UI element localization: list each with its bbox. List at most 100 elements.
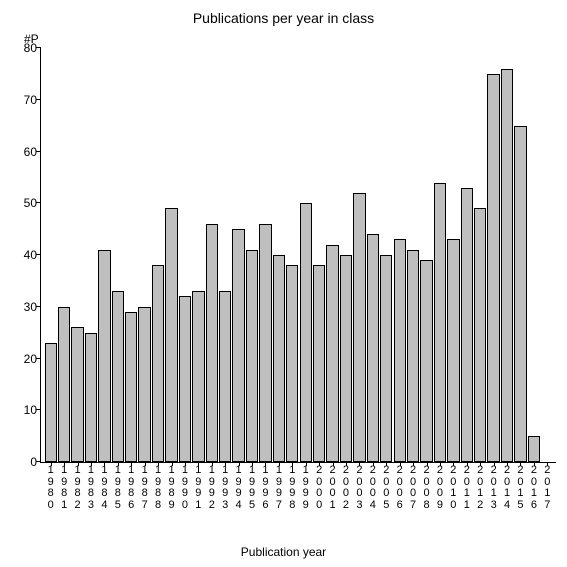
- xtick-label: 2 0 0 2: [341, 465, 351, 511]
- xtick-label: 2 0 0 9: [435, 465, 445, 511]
- bar-slot: 1 9 8 0: [44, 48, 57, 462]
- bar-slot: 2 0 0 9: [433, 48, 446, 462]
- bar-slot: 2 0 0 0: [312, 48, 325, 462]
- xtick-label: 1 9 8 2: [73, 465, 83, 511]
- bar: [420, 260, 432, 462]
- ytick-label: 30: [9, 300, 37, 314]
- bar: [273, 255, 285, 462]
- ytick-label: 0: [9, 455, 37, 469]
- bar: [353, 193, 365, 462]
- bar-slot: 1 9 9 5: [245, 48, 258, 462]
- xtick-label: 1 9 9 1: [193, 465, 203, 511]
- bar-slot: 2 0 0 5: [380, 48, 393, 462]
- xtick-label: 1 9 9 7: [274, 465, 284, 511]
- bar-slot: 1 9 8 3: [84, 48, 97, 462]
- bar: [192, 291, 204, 462]
- bar-slot: 2 0 0 2: [339, 48, 352, 462]
- xtick-label: 1 9 8 3: [86, 465, 96, 511]
- bar: [447, 239, 459, 462]
- xtick-label: 2 0 1 4: [502, 465, 512, 511]
- bar: [528, 436, 540, 462]
- chart-title: Publications per year in class: [0, 10, 567, 26]
- bar-slot: 1 9 9 2: [205, 48, 218, 462]
- xtick-label: 1 9 9 4: [234, 465, 244, 511]
- bar: [58, 307, 70, 462]
- bar-slot: 2 0 1 2: [474, 48, 487, 462]
- bar: [232, 229, 244, 462]
- bar: [326, 245, 338, 462]
- xtick-label: 2 0 0 3: [354, 465, 364, 511]
- xtick-label: 1 9 8 5: [113, 465, 123, 511]
- x-axis-label: Publication year: [0, 545, 567, 559]
- xtick-label: 2 0 1 3: [489, 465, 499, 511]
- bar: [367, 234, 379, 462]
- bar: [259, 224, 271, 462]
- bar-slot: 1 9 8 8: [151, 48, 164, 462]
- bar: [112, 291, 124, 462]
- bar: [340, 255, 352, 462]
- xtick-label: 1 9 9 8: [287, 465, 297, 511]
- xtick-label: 2 0 1 7: [542, 465, 552, 511]
- xtick-label: 1 9 9 3: [220, 465, 230, 511]
- bar: [300, 203, 312, 462]
- bar-slot: 1 9 9 8: [286, 48, 299, 462]
- bar-slot: 1 9 8 2: [71, 48, 84, 462]
- xtick-label: 2 0 0 7: [408, 465, 418, 511]
- bar: [246, 250, 258, 462]
- bar-slot: 2 0 1 6: [527, 48, 540, 462]
- bar: [45, 343, 57, 462]
- bar-slot: 1 9 8 1: [57, 48, 70, 462]
- bar: [313, 265, 325, 462]
- xtick-label: 2 0 1 0: [448, 465, 458, 511]
- bar: [514, 126, 526, 462]
- bar-slot: 2 0 0 1: [326, 48, 339, 462]
- xtick-label: 1 9 9 9: [301, 465, 311, 511]
- bar-slot: 2 0 1 7: [541, 48, 554, 462]
- bar-slot: 2 0 0 3: [353, 48, 366, 462]
- bar-slot: 2 0 0 6: [393, 48, 406, 462]
- bar: [138, 307, 150, 462]
- ytick-label: 60: [9, 145, 37, 159]
- bar-slot: 2 0 1 3: [487, 48, 500, 462]
- bar: [434, 183, 446, 462]
- bar-slot: 2 0 0 7: [406, 48, 419, 462]
- bar-slot: 2 0 1 5: [514, 48, 527, 462]
- xtick-label: 1 9 9 6: [260, 465, 270, 511]
- ytick-label: 10: [9, 403, 37, 417]
- xtick-label: 1 9 8 0: [46, 465, 56, 511]
- bar: [179, 296, 191, 462]
- ytick-label: 70: [9, 93, 37, 107]
- xtick-label: 2 0 1 5: [515, 465, 525, 511]
- bar: [461, 188, 473, 462]
- bar-slot: 1 9 9 7: [272, 48, 285, 462]
- bar-slot: 2 0 1 1: [460, 48, 473, 462]
- bar-slot: 2 0 1 4: [500, 48, 513, 462]
- xtick-label: 1 9 9 2: [207, 465, 217, 511]
- bar-slot: 2 0 0 8: [420, 48, 433, 462]
- xtick-label: 2 0 0 1: [328, 465, 338, 511]
- bar: [206, 224, 218, 462]
- xtick-label: 2 0 1 2: [475, 465, 485, 511]
- chart-container: Publications per year in class #P 1 9 8 …: [0, 0, 567, 567]
- bar-slot: 1 9 8 5: [111, 48, 124, 462]
- bar-slot: 1 9 8 9: [165, 48, 178, 462]
- bar: [98, 250, 110, 462]
- xtick-label: 2 0 0 6: [395, 465, 405, 511]
- bar-slot: 1 9 9 6: [259, 48, 272, 462]
- bar-slot: 1 9 9 1: [192, 48, 205, 462]
- xtick-label: 2 0 1 1: [462, 465, 472, 511]
- bar: [85, 333, 97, 462]
- ytick-label: 80: [9, 41, 37, 55]
- xtick-label: 2 0 1 6: [529, 465, 539, 511]
- ytick-label: 40: [9, 248, 37, 262]
- plot-area: 1 9 8 01 9 8 11 9 8 21 9 8 31 9 8 41 9 8…: [40, 48, 556, 463]
- xtick-label: 1 9 8 6: [126, 465, 136, 511]
- bar: [380, 255, 392, 462]
- bar: [394, 239, 406, 462]
- bar: [71, 327, 83, 462]
- bar: [487, 74, 499, 462]
- xtick-label: 2 0 0 5: [381, 465, 391, 511]
- bar: [474, 208, 486, 462]
- bar-slot: 1 9 9 9: [299, 48, 312, 462]
- bar: [152, 265, 164, 462]
